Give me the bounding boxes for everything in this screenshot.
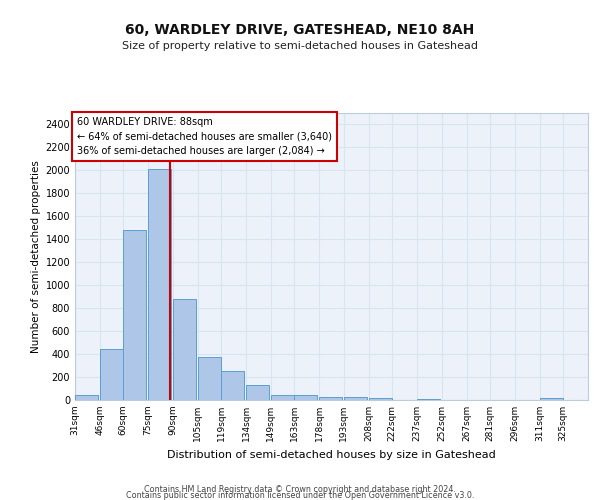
Bar — [100, 350, 123, 400]
Text: Contains public sector information licensed under the Open Government Licence v3: Contains public sector information licen… — [126, 491, 474, 500]
Bar — [417, 399, 440, 400]
Text: 60 WARDLEY DRIVE: 88sqm
← 64% of semi-detached houses are smaller (3,640)
36% of: 60 WARDLEY DRIVE: 88sqm ← 64% of semi-de… — [77, 117, 332, 156]
Text: 60, WARDLEY DRIVE, GATESHEAD, NE10 8AH: 60, WARDLEY DRIVE, GATESHEAD, NE10 8AH — [125, 22, 475, 36]
Y-axis label: Number of semi-detached properties: Number of semi-detached properties — [31, 160, 41, 352]
Bar — [75, 395, 98, 400]
Bar — [344, 397, 367, 400]
X-axis label: Distribution of semi-detached houses by size in Gateshead: Distribution of semi-detached houses by … — [167, 450, 496, 460]
Bar — [294, 396, 317, 400]
Bar — [148, 169, 171, 400]
Bar — [271, 396, 294, 400]
Bar — [319, 396, 342, 400]
Bar — [369, 398, 392, 400]
Text: Contains HM Land Registry data © Crown copyright and database right 2024.: Contains HM Land Registry data © Crown c… — [144, 484, 456, 494]
Text: Size of property relative to semi-detached houses in Gateshead: Size of property relative to semi-detach… — [122, 41, 478, 51]
Bar — [246, 385, 269, 400]
Bar — [123, 230, 146, 400]
Bar — [540, 398, 563, 400]
Bar — [221, 370, 244, 400]
Bar — [198, 357, 221, 400]
Bar — [173, 299, 196, 400]
